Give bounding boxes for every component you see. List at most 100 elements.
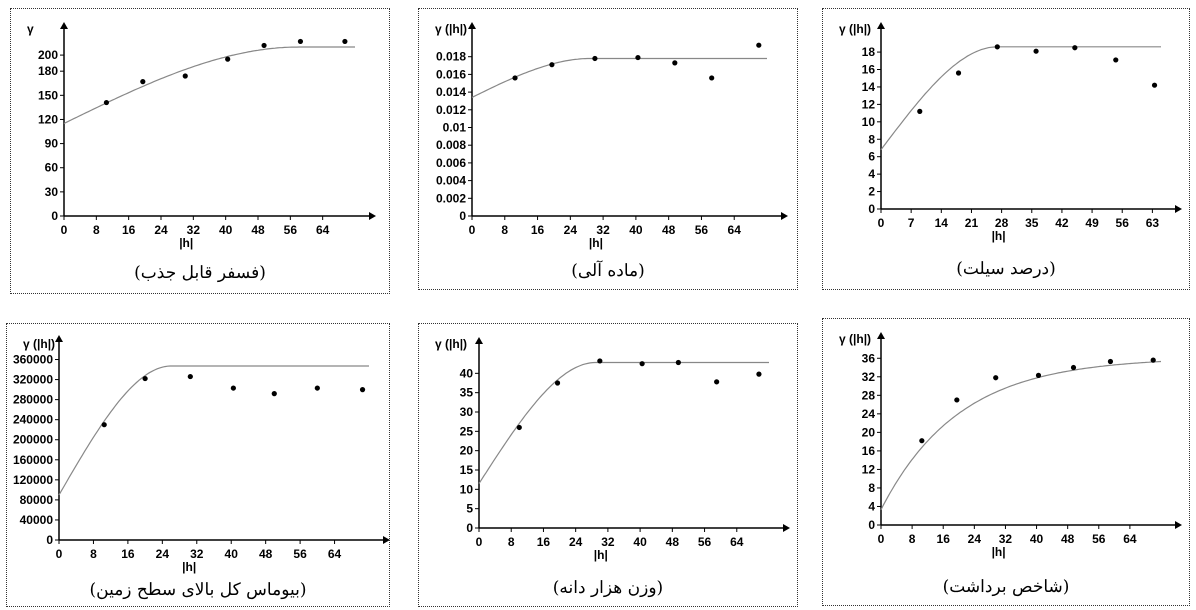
y-tick-label: 180 <box>38 64 58 78</box>
data-point <box>993 375 999 381</box>
data-point <box>955 70 962 76</box>
variogram-chart: 0 8 16 24 32 40 48 56 64 0 30 60 90 120 150 180 200 γ |h| <box>27 22 376 250</box>
x-axis-arrow-icon <box>783 524 790 532</box>
x-tick-label: 16 <box>122 223 136 237</box>
y-tick-label: 28 <box>862 388 876 402</box>
x-axis-title: |h| <box>589 236 603 250</box>
y-tick-label: 20 <box>460 444 474 458</box>
model-curve <box>471 57 767 98</box>
y-axis-arrow-icon <box>877 332 885 339</box>
y-axis-arrow-icon <box>60 22 68 29</box>
y-tick-label: 20 <box>862 425 876 439</box>
x-axis-title: |h| <box>179 236 193 250</box>
x-tick-label: 40 <box>1030 532 1044 546</box>
x-tick-label: 24 <box>569 535 583 549</box>
x-tick-label: 42 <box>1055 216 1069 230</box>
x-tick-label: 56 <box>695 223 709 237</box>
x-tick-label: 24 <box>564 223 578 237</box>
x-tick-label: 8 <box>93 223 100 237</box>
model-curve <box>880 46 1161 151</box>
y-axis-arrow-icon <box>475 337 483 344</box>
data-point <box>1151 82 1158 88</box>
chart-caption: (وزن هزار دانه) <box>552 578 664 598</box>
x-axis-arrow-icon <box>369 212 376 220</box>
y-tick-label: 0.01 <box>443 121 467 135</box>
chart-caption: (بیوماس کل بالای سطح زمین) <box>89 580 307 600</box>
y-axis-arrow-icon <box>55 335 63 342</box>
variogram-chart: 0 8 16 24 32 40 48 56 64 0 0.002 0.004 0.006 0.008 0.0… <box>435 22 788 250</box>
data-point <box>756 42 762 48</box>
x-tick-label: 32 <box>999 532 1013 546</box>
data-point <box>230 385 236 391</box>
data-point <box>1033 48 1039 54</box>
y-tick-label: 200000 <box>13 433 53 447</box>
data-point <box>635 54 641 61</box>
x-axis-title: |h| <box>182 560 196 574</box>
x-tick-label: 16 <box>537 535 551 549</box>
x-tick-label: 56 <box>698 535 712 549</box>
x-tick-label: 7 <box>908 216 915 230</box>
y-tick-label: 0.018 <box>436 50 466 64</box>
y-tick-label: 0.012 <box>436 103 466 117</box>
y-tick-label: 150 <box>38 88 58 102</box>
x-axis-title: |h| <box>594 548 608 562</box>
x-tick-label: 0 <box>61 223 68 237</box>
variogram-chart: 0 8 16 24 32 40 48 56 64 0 5 10 15 20 25 30 35 40 γ (|h|) |… <box>435 337 790 562</box>
chart-caption: (درصد سیلت) <box>956 259 1056 279</box>
y-tick-label: 80000 <box>20 493 54 507</box>
y-tick-label: 32 <box>862 370 876 384</box>
y-tick-label: 0.004 <box>436 174 466 188</box>
y-tick-label: 12 <box>862 97 876 111</box>
data-point <box>359 387 366 393</box>
x-axis-arrow-icon <box>383 536 390 544</box>
data-point <box>225 56 231 62</box>
x-tick-label: 56 <box>284 223 298 237</box>
y-tick-label: 4 <box>868 167 875 181</box>
chart-caption: (ماده آلی) <box>571 261 645 281</box>
x-tick-label: 40 <box>219 223 233 237</box>
x-tick-label: 32 <box>187 223 201 237</box>
x-tick-label: 64 <box>1123 532 1137 546</box>
y-tick-label: 6 <box>868 150 875 164</box>
data-point <box>675 359 681 366</box>
y-tick-label: 30 <box>460 405 474 419</box>
data-point <box>182 73 188 79</box>
x-tick-label: 21 <box>965 216 979 230</box>
y-tick-label: 14 <box>862 80 876 94</box>
y-tick-label: 0.016 <box>436 67 466 81</box>
x-tick-label: 40 <box>225 547 239 561</box>
data-point <box>592 55 598 62</box>
y-tick-label: 0 <box>466 521 473 535</box>
x-tick-label: 0 <box>878 532 885 546</box>
y-axis-title: γ (|h|) <box>435 22 467 36</box>
y-axis-title: γ (|h|) <box>839 332 871 346</box>
y-tick-label: 0.002 <box>436 191 466 205</box>
x-tick-label: 48 <box>666 535 680 549</box>
data-point <box>1107 358 1114 365</box>
y-tick-label: 2 <box>868 185 875 199</box>
chart-caption: (فسفر قابل جذب) <box>134 263 266 283</box>
variogram-chart: 0 7 14 21 28 35 42 49 56 63 0 2 4 6 8 10 12 14 16 18 γ (|h|)… <box>839 22 1182 243</box>
data-point <box>1072 45 1078 51</box>
data-point <box>187 373 193 380</box>
model-curve <box>478 361 769 484</box>
x-tick-label: 28 <box>995 216 1009 230</box>
x-tick-label: 16 <box>937 532 951 546</box>
data-point <box>709 75 715 81</box>
y-tick-label: 8 <box>868 132 875 146</box>
y-tick-label: 120000 <box>13 473 53 487</box>
y-axis-title: γ <box>27 22 34 36</box>
x-tick-label: 14 <box>935 216 949 230</box>
x-tick-label: 49 <box>1085 216 1099 230</box>
y-tick-label: 0.006 <box>436 156 466 170</box>
y-tick-label: 0 <box>46 533 53 547</box>
x-tick-label: 32 <box>601 535 615 549</box>
y-tick-label: 12 <box>862 462 876 476</box>
data-point <box>261 42 267 49</box>
x-tick-label: 0 <box>878 216 885 230</box>
data-point <box>756 371 762 377</box>
data-point <box>597 358 603 364</box>
y-tick-label: 24 <box>862 407 876 421</box>
variogram-chart: 0 8 16 24 32 40 48 56 64 0 40000 80000 120000 160000 2… <box>13 335 390 574</box>
x-tick-label: 48 <box>1061 532 1075 546</box>
